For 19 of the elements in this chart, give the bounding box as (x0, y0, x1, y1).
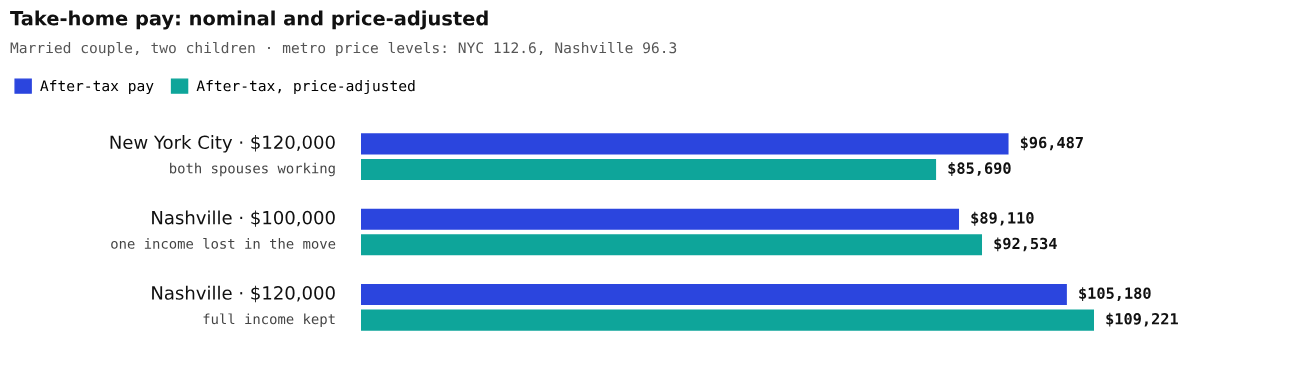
bar (361, 234, 983, 256)
bar (361, 133, 1009, 155)
legend-label: After-tax pay (40, 80, 154, 95)
data-label: $96,487 (1020, 136, 1083, 151)
bar (361, 283, 1067, 306)
data-label: $85,690 (948, 162, 1011, 176)
y-tick-label: Nashville · $120,000 full income kept (152, 285, 335, 327)
data-label: $109,221 (1106, 312, 1178, 327)
data-label: $89,110 (971, 211, 1034, 226)
bar (361, 208, 960, 230)
chart-subtitle: Married couple, two children · metro price levels: NYC 112.6, Nashville 96.3 (10, 41, 677, 57)
y-tick-label: Nashville · $100,000 one income lost in the move (111, 210, 336, 249)
bar (361, 158, 937, 181)
data-label: $92,534 (994, 237, 1057, 252)
y-tick-label: New York City · $120,000 both spouses working (110, 135, 335, 177)
legend-label: After-tax, price-adjusted (196, 80, 415, 95)
chart-title: Take-home pay: nominal and price-adjusted (10, 10, 488, 30)
data-label: $105,180 (1079, 287, 1151, 301)
bar (361, 309, 1094, 331)
